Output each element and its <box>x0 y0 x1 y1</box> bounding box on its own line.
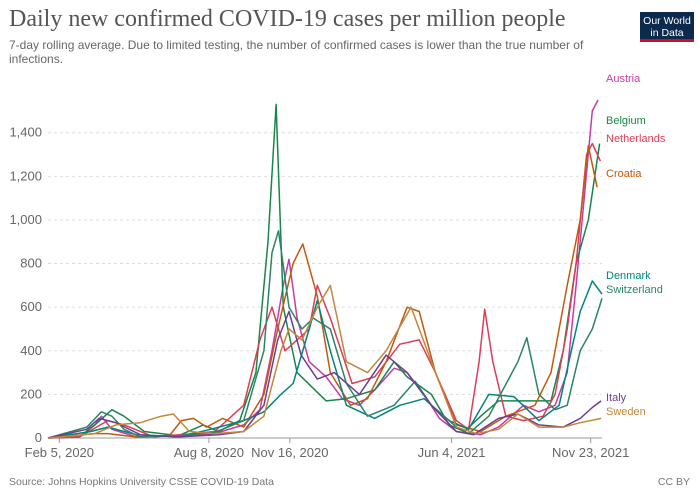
series-labels: Austria Belgium Netherlands Croatia Denmark S… <box>606 73 666 418</box>
series-line-belgium[interactable] <box>47 103 601 439</box>
series-line-netherlands[interactable] <box>47 142 602 439</box>
owid-logo[interactable]: Our World in Data <box>640 12 694 42</box>
series-line-switzerland[interactable] <box>47 230 603 439</box>
chart-title: Daily new confirmed COVID-19 cases per m… <box>9 6 566 32</box>
logo-text-line1: Our World <box>643 15 691 27</box>
series-lines <box>47 99 603 439</box>
chart-subtitle: 7-day rolling average. Due to limited te… <box>9 38 584 66</box>
y-tick-label: 0 <box>35 430 42 445</box>
series-label-austria[interactable]: Austria <box>606 73 641 85</box>
y-axis-ticks: 0 200 400 600 800 1,000 1,200 1,400 <box>9 125 42 445</box>
y-tick-label: 600 <box>20 299 42 314</box>
y-tick-label: 1,400 <box>9 125 42 140</box>
series-label-croatia[interactable]: Croatia <box>606 168 642 180</box>
series-line-italy[interactable] <box>47 310 602 439</box>
y-tick-label: 800 <box>20 256 42 271</box>
series-label-denmark[interactable]: Denmark <box>606 270 651 282</box>
y-tick-label: 1,200 <box>9 168 42 183</box>
series-label-italy[interactable]: Italy <box>606 392 627 404</box>
grid-lines <box>48 132 602 439</box>
license-link[interactable]: CC BY <box>657 476 690 488</box>
series-line-croatia[interactable] <box>47 145 598 439</box>
series-label-netherlands[interactable]: Netherlands <box>606 133 666 145</box>
x-tick-label: Nov 16, 2020 <box>251 445 328 460</box>
x-tick-label: Feb 5, 2020 <box>25 445 94 460</box>
x-tick-label: Nov 23, 2021 <box>552 445 629 460</box>
x-tick-label: Jun 4, 2021 <box>418 445 486 460</box>
x-axis-ticks: Feb 5, 2020 Aug 8, 2020 Nov 16, 2020 Jun 4,… <box>25 438 629 460</box>
series-label-sweden[interactable]: Sweden <box>606 406 646 418</box>
series-label-belgium[interactable]: Belgium <box>606 115 646 127</box>
series-label-switzerland[interactable]: Switzerland <box>606 284 663 296</box>
series-line-sweden[interactable] <box>47 284 602 439</box>
y-tick-label: 200 <box>20 386 42 401</box>
series-line-austria[interactable] <box>47 99 599 439</box>
source-note[interactable]: Source: Johns Hopkins University CSSE CO… <box>9 476 274 488</box>
x-tick-label: Aug 8, 2020 <box>174 445 244 460</box>
y-tick-label: 1,000 <box>9 212 42 227</box>
logo-text-line2: in Data <box>650 27 684 39</box>
y-tick-label: 400 <box>20 343 42 358</box>
